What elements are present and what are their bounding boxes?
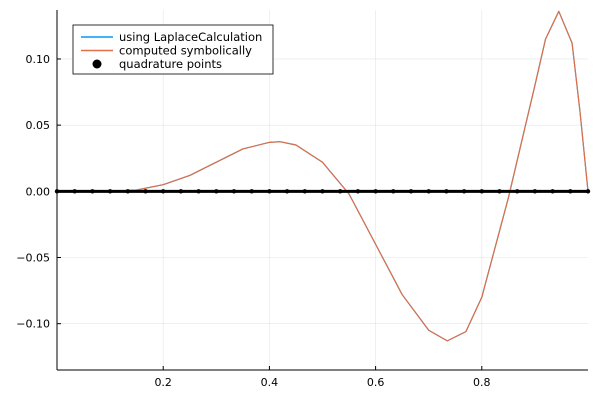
y-tick-label: 0.05 xyxy=(26,119,51,132)
ticks: 0.2 0.4 0.6 0.8 0.10 0.05 0.00 −0.05 −0.10 xyxy=(16,53,490,389)
legend-label: using LaplaceCalculation xyxy=(119,30,262,44)
legend-box xyxy=(72,24,274,75)
x-tick-label: 0.4 xyxy=(261,376,279,389)
x-tick-label: 0.8 xyxy=(473,376,491,389)
series-layer xyxy=(54,10,591,342)
x-tick-label: 0.6 xyxy=(367,376,385,389)
y-tick-label: 0.00 xyxy=(26,185,51,198)
legend-label: computed symbolically xyxy=(119,44,252,58)
y-tick-label: −0.05 xyxy=(16,252,50,265)
legend-label: quadrature points xyxy=(119,57,222,71)
series-line-1 xyxy=(57,10,589,342)
x-tick-label: 0.2 xyxy=(154,376,172,389)
axes xyxy=(56,10,588,371)
legend-swatch-marker xyxy=(92,59,102,69)
y-tick-label: 0.10 xyxy=(26,53,51,66)
y-tick-label: −0.10 xyxy=(16,318,50,331)
